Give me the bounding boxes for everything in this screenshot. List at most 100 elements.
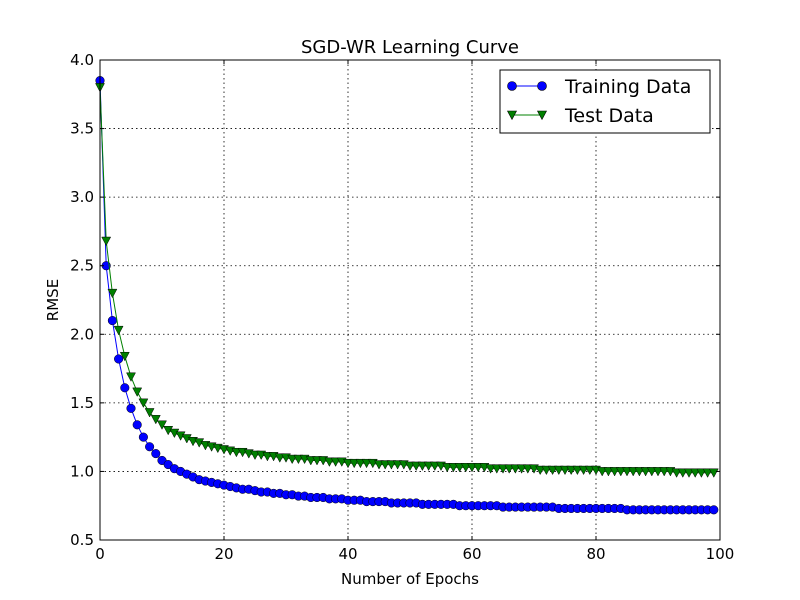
legend-marker-training — [537, 81, 547, 91]
data-point-training-data — [126, 403, 136, 413]
data-point-test-data — [454, 463, 465, 473]
data-point-test-data — [640, 467, 651, 477]
data-point-test-data — [380, 460, 391, 470]
data-point-test-data — [696, 468, 707, 478]
data-point-test-data — [498, 464, 508, 474]
data-point-test-data — [708, 468, 719, 478]
data-point-test-data — [349, 458, 360, 469]
data-point-test-data — [305, 456, 316, 466]
axis-ticks — [99, 59, 721, 541]
data-point-test-data — [597, 467, 608, 477]
data-point-test-data — [609, 467, 620, 477]
data-point-test-data — [138, 398, 149, 408]
data-point-test-data — [460, 463, 471, 473]
series-training-data — [95, 76, 719, 515]
data-point-test-data — [603, 467, 614, 477]
x-tick-label: 80 — [586, 545, 605, 563]
y-tick-label: 3.5 — [70, 120, 94, 138]
data-point-test-data — [293, 454, 304, 465]
x-tick-labels: 0 20 40 60 80 100 — [95, 545, 734, 563]
data-point-test-data — [119, 351, 130, 362]
data-point-training-data — [114, 354, 124, 364]
y-tick-label: 0.5 — [70, 531, 94, 549]
y-tick-label: 3.0 — [70, 188, 94, 206]
data-point-test-data — [535, 465, 546, 476]
x-tick-label: 40 — [338, 545, 357, 563]
data-point-test-data — [634, 467, 645, 477]
data-point-test-data — [584, 465, 595, 476]
data-point-test-data — [417, 461, 428, 471]
data-point-training-data — [120, 383, 130, 393]
data-point-test-data — [150, 415, 161, 425]
x-tick-label: 60 — [462, 545, 481, 563]
data-point-test-data — [572, 465, 583, 476]
data-point-test-data — [429, 461, 440, 471]
data-point-test-data — [628, 467, 639, 477]
series-layer — [95, 76, 719, 515]
legend-label-test: Test Data — [564, 105, 654, 127]
x-tick-label: 100 — [706, 545, 735, 563]
data-point-test-data — [653, 467, 663, 477]
data-point-test-data — [684, 468, 694, 478]
legend-label-training: Training Data — [564, 76, 691, 98]
legend-box — [499, 69, 711, 134]
data-point-test-data — [491, 464, 502, 474]
legend-marker-test — [537, 110, 547, 121]
data-point-test-data — [330, 457, 341, 467]
data-point-test-data — [132, 387, 143, 397]
legend-entry-training: Training Data — [507, 76, 691, 98]
y-tick-labels: 0.5 1.0 1.5 2.0 2.5 3.0 3.5 4.0 — [70, 51, 94, 549]
x-tick-label: 20 — [214, 545, 233, 563]
y-axis-label: RMSE — [44, 279, 62, 321]
data-point-test-data — [671, 468, 682, 478]
x-axis-label: Number of Epochs — [341, 570, 479, 588]
data-point-test-data — [262, 452, 273, 462]
data-point-test-data — [287, 454, 298, 465]
y-tick-label: 2.0 — [70, 325, 94, 343]
data-point-test-data — [101, 236, 112, 247]
data-point-training-data — [709, 505, 719, 515]
legend-marker-training — [507, 81, 517, 91]
data-point-training-data — [138, 432, 148, 442]
data-point-test-data — [690, 468, 701, 478]
y-tick-label: 4.0 — [70, 51, 94, 69]
data-point-test-data — [702, 468, 713, 478]
data-point-test-data — [467, 463, 477, 473]
data-point-test-data — [157, 420, 167, 430]
data-point-test-data — [566, 465, 577, 476]
data-point-test-data — [615, 467, 626, 477]
data-point-test-data — [113, 325, 124, 336]
data-point-test-data — [448, 463, 459, 473]
data-point-test-data — [274, 453, 285, 463]
data-point-test-data — [405, 461, 415, 471]
data-point-test-data — [473, 463, 484, 473]
data-point-test-data — [659, 467, 670, 477]
y-tick-label: 1.0 — [70, 462, 94, 480]
legend-entry-test: Test Data — [507, 105, 654, 127]
data-point-training-data — [151, 449, 161, 459]
data-point-test-data — [107, 288, 118, 299]
data-point-training-data — [145, 442, 155, 452]
y-tick-label: 2.5 — [70, 257, 94, 275]
data-point-test-data — [374, 460, 384, 470]
chart-title: SGD-WR Learning Curve — [301, 37, 519, 58]
data-point-test-data — [504, 464, 515, 474]
data-point-test-data — [392, 460, 403, 470]
x-tick-label: 0 — [95, 545, 105, 563]
data-point-test-data — [442, 463, 453, 473]
data-point-training-data — [107, 316, 117, 326]
data-point-test-data — [231, 447, 242, 458]
data-point-test-data — [553, 465, 564, 476]
data-point-test-data — [411, 461, 422, 471]
data-point-test-data — [622, 467, 632, 477]
data-point-test-data — [361, 458, 372, 469]
y-tick-label: 1.5 — [70, 394, 94, 412]
data-point-test-data — [312, 456, 322, 466]
data-point-test-data — [144, 408, 155, 418]
legend: Training Data Test Data — [499, 69, 711, 134]
data-point-test-data — [578, 465, 589, 476]
plot-frame — [99, 59, 721, 541]
data-point-test-data — [386, 460, 397, 470]
data-point-test-data — [324, 457, 335, 467]
